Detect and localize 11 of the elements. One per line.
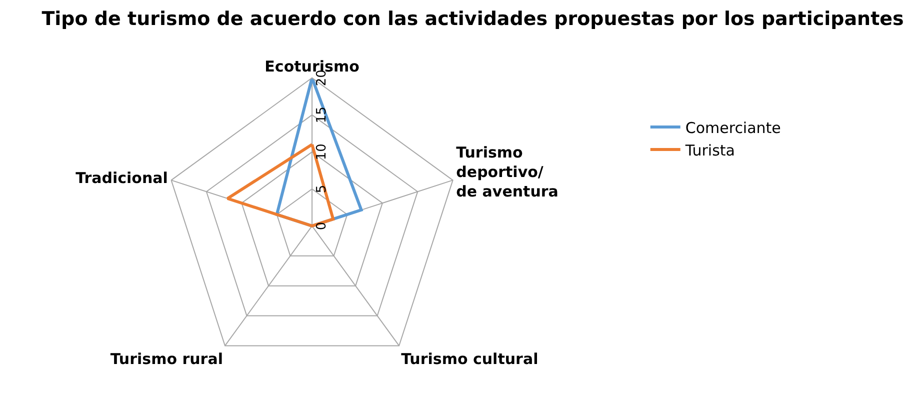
y-tick-label: 0 (314, 222, 330, 230)
y-tick-label: 5 (314, 184, 330, 194)
spoke-label: Turismo rural (110, 350, 223, 368)
spoke-label: Turismo cultural (401, 350, 538, 368)
y-tick-label: 15 (314, 106, 330, 124)
legend-label: Turista (684, 141, 735, 160)
spoke-label: Tradicional (76, 169, 168, 188)
spoke-label: Turismo deportivo/ de aventura (456, 144, 558, 201)
y-tick-label: 10 (314, 144, 330, 160)
legend-label: Comerciante (685, 118, 781, 137)
chart-title: Tipo de turismo de acuerdo con las actividades propuestas por los participantes (42, 8, 904, 30)
